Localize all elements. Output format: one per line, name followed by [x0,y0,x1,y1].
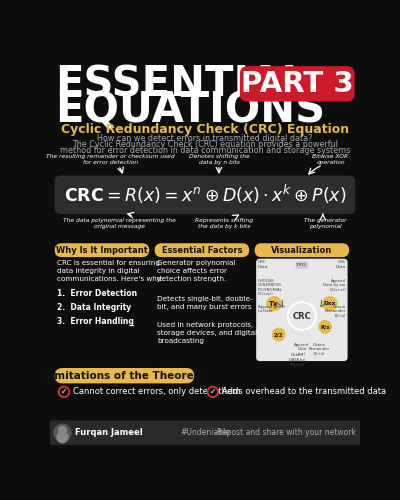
Text: 3.  Error Handling̲: 3. Error Handling̲ [57,317,134,326]
FancyBboxPatch shape [55,176,355,214]
Circle shape [323,297,337,310]
Circle shape [60,388,68,396]
Text: Repost and share with your network: Repost and share with your network [217,428,356,437]
FancyBboxPatch shape [254,244,349,257]
Circle shape [267,297,281,310]
Text: Visualization: Visualization [271,246,332,254]
Text: Why Is It Important: Why Is It Important [56,246,148,254]
FancyBboxPatch shape [155,244,249,257]
Text: 2/2: 2/2 [274,332,283,337]
Text: CRC is essential for ensuring
data integrity in digital
communications. Here's w: CRC is essential for ensuring data integ… [57,260,163,282]
Text: method for error detection in data communication and storage systems: method for error detection in data commu… [60,146,350,155]
Text: Obtain
Remainder
(D+x): Obtain Remainder (D+x) [325,305,346,318]
FancyBboxPatch shape [296,262,308,268]
FancyBboxPatch shape [55,244,149,257]
FancyBboxPatch shape [50,420,360,445]
Circle shape [57,432,68,442]
Text: The data polynomial representing the
original message: The data polynomial representing the ori… [63,218,176,228]
Text: The Cyclic Redundancy Check (CRC) equation provides a powerful: The Cyclic Redundancy Check (CRC) equati… [72,140,338,149]
Text: 2.  Data Integrity: 2. Data Integrity [57,304,131,312]
Text: Used in network protocols,
storage devices, and digital
broadcasting: Used in network protocols, storage devic… [157,322,257,344]
FancyBboxPatch shape [50,60,360,122]
Text: Tx: Tx [269,300,279,306]
Text: R/x: R/x [320,324,330,330]
Text: CRC
Data: CRC Data [258,260,268,269]
Text: #Undeniable: #Undeniable [180,428,230,437]
Text: The generator
polynomial: The generator polynomial [304,218,346,228]
FancyBboxPatch shape [240,66,354,102]
FancyBboxPatch shape [55,368,194,384]
Text: Denotes shifting the
data by n bits: Denotes shifting the data by n bits [188,154,249,164]
Text: Detects single-bit, double-
bit, and many burst errors: Detects single-bit, double- bit, and man… [157,296,253,310]
Text: ESSENTIAL: ESSENTIAL [55,64,308,106]
Text: $\mathbf{CRC} = R(x) = x^{n} \oplus D(x) \cdot x^{k} \oplus P(x)$: $\mathbf{CRC} = R(x) = x^{n} \oplus D(x)… [64,183,346,206]
Text: The resulting remainder or checksum used
for error detection: The resulting remainder or checksum used… [46,154,175,164]
Text: Bitwise XOR
operation: Bitwise XOR operation [312,154,349,164]
FancyBboxPatch shape [256,258,348,361]
Text: Obtain
Remainder
(D+x): Obtain Remainder (D+x) [308,342,330,356]
Circle shape [319,320,331,333]
Text: Adds overhead to the transmitted data: Adds overhead to the transmitted data [222,388,386,396]
Text: 1.  Error Detection: 1. Error Detection [57,290,137,298]
Text: Cannot correct errors, only detect them: Cannot correct errors, only detect them [73,388,241,396]
Text: -TRO-: -TRO- [296,263,308,267]
Text: CRC
Data: CRC Data [336,260,346,269]
Text: ✓: ✓ [210,388,216,396]
Text: How can we detect errors in transmitted digital data?: How can we detect errors in transmitted … [97,134,313,143]
Text: Furqan Jameel: Furqan Jameel [75,428,142,437]
Text: Appose gener
to Data: Appose gener to Data [258,305,285,314]
Circle shape [206,386,219,398]
Text: Dxx: Dxx [324,301,336,306]
Text: CRC: CRC [292,312,311,320]
Text: Generator polynomial
choice affects error
detection strength.: Generator polynomial choice affects erro… [157,260,236,282]
Circle shape [54,424,71,441]
Text: Append
Data by xor
(G(x+x)): Append Data by xor (G(x+x)) [323,278,346,292]
Text: Obtain
DATA by
(Gxxxx): Obtain DATA by (Gxxxx) [289,354,305,366]
Text: PART 3: PART 3 [241,70,354,98]
Text: Limitations of the Theorem: Limitations of the Theorem [44,370,205,380]
Text: EQUATIONS: EQUATIONS [55,90,325,132]
Text: Append
Data
(x+): Append Data (x+) [294,342,309,356]
Circle shape [272,328,285,340]
Text: Essential Factors: Essential Factors [162,246,242,254]
Circle shape [58,386,70,398]
Circle shape [208,388,217,396]
Text: CHOOSE
GENERATOR
POLYNOMIAL
(G(xxx)): CHOOSE GENERATOR POLYNOMIAL (G(xxx)) [258,278,282,296]
Text: ✓: ✓ [61,388,67,396]
Text: Represents shifting
the data by k bits: Represents shifting the data by k bits [195,218,253,228]
Circle shape [58,426,66,434]
Text: Cyclic Redundancy Check (CRC) Equation: Cyclic Redundancy Check (CRC) Equation [61,123,349,136]
